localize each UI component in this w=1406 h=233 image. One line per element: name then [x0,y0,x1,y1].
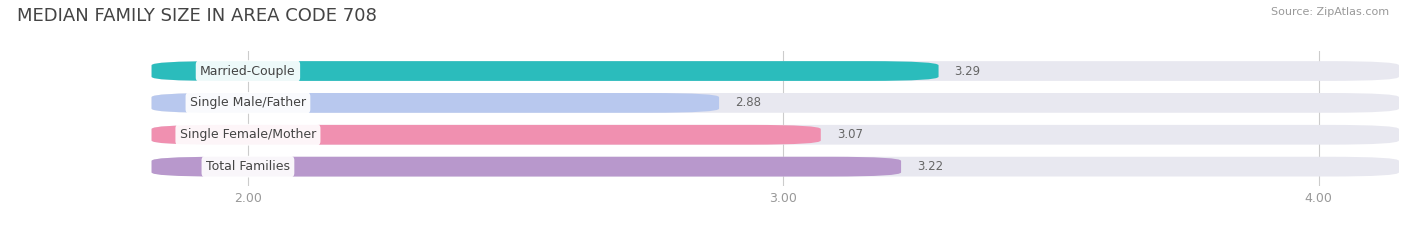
Text: MEDIAN FAMILY SIZE IN AREA CODE 708: MEDIAN FAMILY SIZE IN AREA CODE 708 [17,7,377,25]
Text: Single Male/Father: Single Male/Father [190,96,307,110]
Text: Total Families: Total Families [205,160,290,173]
FancyBboxPatch shape [152,93,1399,113]
Text: 3.07: 3.07 [837,128,863,141]
FancyBboxPatch shape [152,157,1399,177]
FancyBboxPatch shape [152,125,1399,145]
Text: 2.88: 2.88 [735,96,761,110]
Text: Source: ZipAtlas.com: Source: ZipAtlas.com [1271,7,1389,17]
Text: 3.29: 3.29 [955,65,981,78]
Text: Married-Couple: Married-Couple [200,65,295,78]
Text: Single Female/Mother: Single Female/Mother [180,128,316,141]
FancyBboxPatch shape [152,61,1399,81]
FancyBboxPatch shape [152,125,821,145]
Text: 3.22: 3.22 [917,160,943,173]
FancyBboxPatch shape [152,157,901,177]
FancyBboxPatch shape [152,93,718,113]
FancyBboxPatch shape [152,61,939,81]
